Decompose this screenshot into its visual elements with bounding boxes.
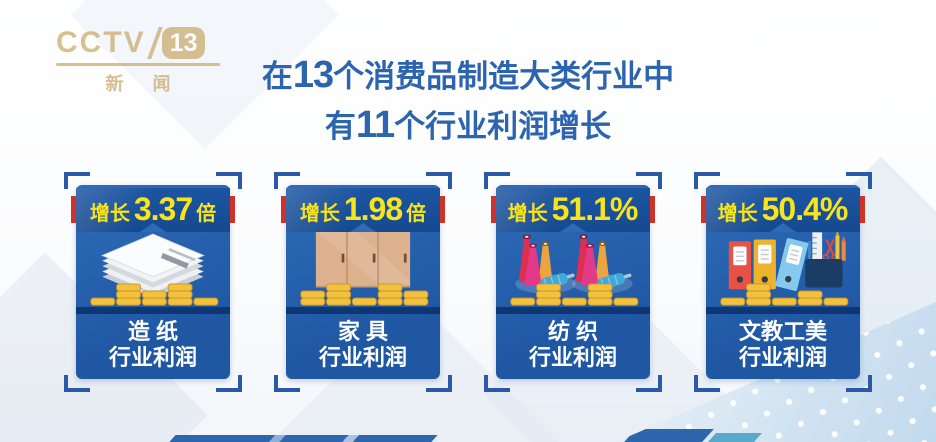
- bracket-corner: [636, 172, 662, 190]
- coin-platform-bar: [286, 306, 440, 314]
- growth-value: 50.4: [761, 191, 821, 228]
- ribbon-notch: [770, 223, 796, 233]
- title-number-11: 11: [355, 104, 395, 147]
- stat-card-textile: 增长 51.1%: [484, 172, 662, 393]
- bracket-corner: [694, 172, 720, 190]
- growth-value: 3.37: [133, 191, 193, 228]
- growth-unit: 倍: [406, 203, 427, 226]
- growth-label: 增长: [507, 203, 548, 226]
- title-line-2: 有11个行业利润增长: [324, 104, 612, 147]
- industry-label: 造 纸 行业利润: [108, 318, 197, 371]
- icon-area: [286, 232, 440, 306]
- title-number-13: 13: [292, 54, 334, 96]
- bracket-corner: [426, 172, 452, 190]
- growth-label: 增长: [717, 203, 758, 226]
- page-title: 在13个消费品制造大类行业中 有11个行业利润增长: [0, 50, 936, 150]
- stat-card-furniture: 增长 1.98 倍: [274, 172, 452, 393]
- ribbon-notch: [140, 223, 166, 233]
- coin-platform-bar: [706, 306, 860, 314]
- icon-area: [496, 232, 650, 306]
- thread-spools-icon: [510, 234, 639, 306]
- growth-unit: %: [819, 191, 849, 228]
- coin-platform-bar: [76, 306, 230, 314]
- bracket-corner: [846, 375, 872, 393]
- bottom-left-blue-strip: [168, 435, 438, 442]
- growth-ribbon: 增长 1.98 倍: [281, 188, 445, 233]
- bracket-corner: [274, 172, 300, 190]
- ribbon-notch: [350, 223, 376, 233]
- stationery-binders-icon: [720, 232, 849, 306]
- stat-card-paper: 增长 3.37 倍: [64, 172, 242, 393]
- logo-underline: [56, 63, 220, 66]
- card-body: 增长 51.1%: [491, 185, 655, 380]
- channel-number-badge: 13: [161, 27, 206, 59]
- bracket-corner: [846, 172, 872, 190]
- bracket-corner: [216, 172, 242, 190]
- ribbon-notch: [560, 223, 586, 233]
- growth-ribbon: 增长 50.4%: [701, 188, 865, 233]
- growth-unit: 倍: [196, 203, 217, 226]
- stat-cards-row: 增长 3.37 倍: [0, 172, 936, 393]
- card-body: 增长 50.4%: [701, 185, 865, 380]
- bracket-corner: [484, 375, 510, 393]
- bracket-corner: [694, 375, 720, 393]
- stat-card-stationery: 增长 50.4%: [694, 172, 872, 393]
- industry-label: 纺 织 行业利润: [528, 318, 617, 371]
- card-body: 增长 3.37 倍: [71, 185, 235, 380]
- cctv-logo-text: CCTV: [56, 26, 146, 59]
- growth-value: 51.1: [551, 191, 611, 228]
- growth-value: 1.98: [343, 191, 403, 228]
- bracket-corner: [426, 375, 452, 393]
- icon-area: [76, 232, 230, 306]
- bracket-corner: [636, 375, 662, 393]
- growth-unit: %: [609, 191, 639, 228]
- logo-subtitle: 新 闻: [105, 74, 183, 94]
- teal-fragment: [707, 433, 763, 442]
- bracket-corner: [64, 172, 90, 190]
- growth-label: 增长: [299, 203, 340, 226]
- cctv13-logo: CCTV 13 新 闻: [56, 26, 220, 96]
- logo-row: CCTV 13: [56, 26, 220, 60]
- title-line-1: 在13个消费品制造大类行业中: [261, 54, 675, 96]
- furniture-cabinet-icon: [300, 232, 429, 306]
- industry-label: 文教工美 行业利润: [738, 318, 827, 371]
- growth-ribbon: 增长 51.1%: [491, 188, 655, 233]
- growth-label: 增长: [89, 203, 130, 226]
- coin-platform-bar: [496, 306, 650, 314]
- growth-ribbon: 增长 3.37 倍: [71, 188, 235, 233]
- paper-stack-icon: [90, 233, 219, 306]
- bracket-corner: [216, 375, 242, 393]
- card-body: 增长 1.98 倍: [281, 185, 445, 380]
- bracket-corner: [64, 375, 90, 393]
- icon-area: [706, 232, 860, 306]
- bracket-corner: [484, 172, 510, 190]
- industry-label: 家 具 行业利润: [318, 318, 407, 371]
- bracket-corner: [274, 375, 300, 393]
